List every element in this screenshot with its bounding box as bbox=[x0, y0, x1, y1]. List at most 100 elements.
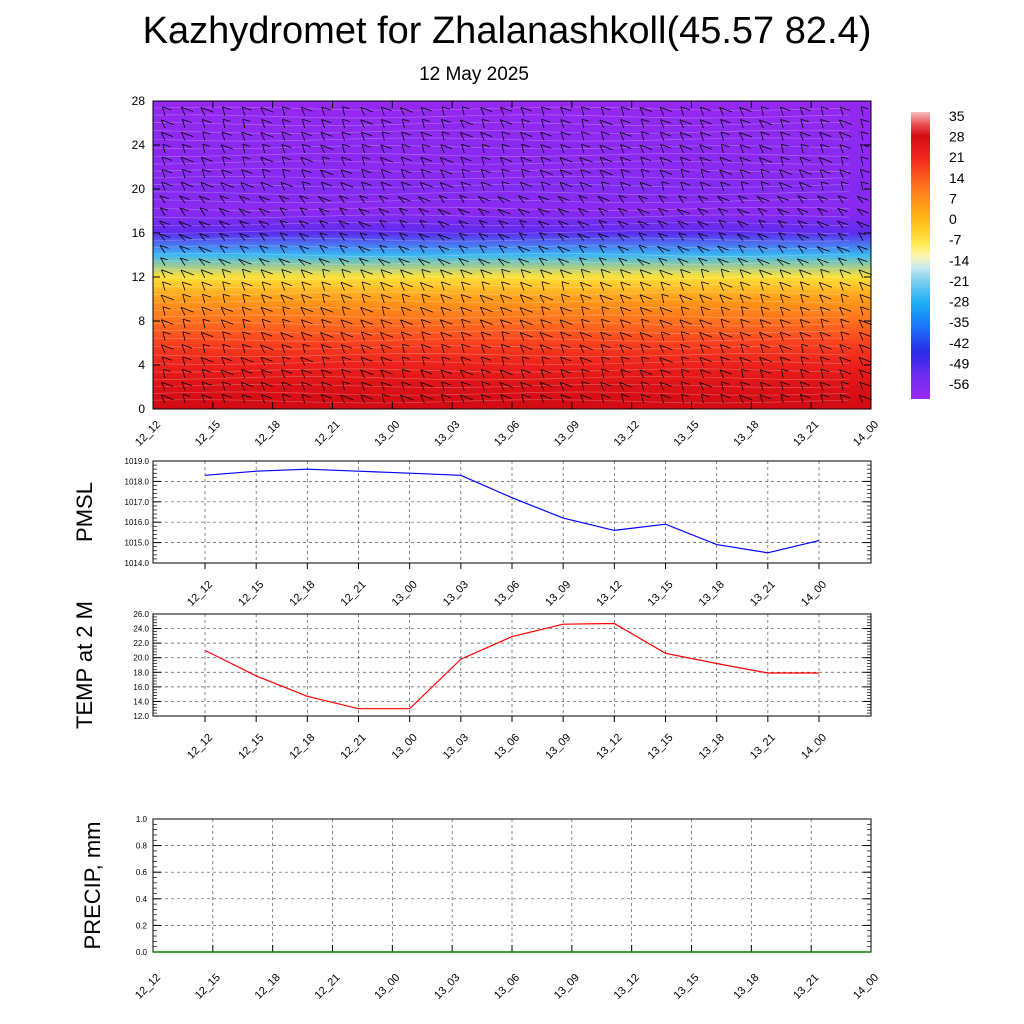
wind-barb-flag bbox=[440, 331, 453, 337]
wind-barb-staff bbox=[617, 220, 625, 229]
wind-barb-staff bbox=[238, 195, 246, 204]
wind-barb-staff bbox=[681, 394, 684, 404]
wind-barb-staff bbox=[441, 106, 445, 116]
wind-barb-flag bbox=[182, 331, 191, 335]
wind-barb-staff bbox=[481, 381, 485, 391]
wind-barb-flag bbox=[440, 269, 453, 275]
wind-barb-flag bbox=[679, 144, 693, 150]
wind-barb-flag bbox=[501, 131, 511, 135]
wind-barb-flag bbox=[359, 232, 368, 236]
wind-barb-staff bbox=[799, 332, 804, 341]
wind-barb-flag bbox=[439, 195, 448, 199]
wind-barb-staff bbox=[320, 307, 325, 316]
wind-barb-flag bbox=[279, 195, 290, 200]
wind-barb-flag bbox=[578, 195, 588, 199]
wind-barb-flag bbox=[618, 195, 627, 199]
wind-barb-staff bbox=[380, 344, 385, 354]
wind-barb-staff bbox=[461, 344, 465, 354]
wind-barb-staff bbox=[740, 181, 744, 191]
wind-barb-flag bbox=[242, 343, 252, 348]
y-tick-label: 0.2 bbox=[136, 921, 148, 930]
y-axis-label: PRECIP, mm bbox=[80, 822, 105, 950]
wind-barb-staff bbox=[759, 269, 764, 279]
wind-barb-flag bbox=[497, 208, 511, 215]
wind-barb-staff bbox=[198, 220, 206, 229]
wind-barb-staff bbox=[320, 169, 325, 179]
wind-barb-staff bbox=[658, 257, 665, 266]
wind-barb-flag bbox=[859, 369, 871, 375]
wind-barb-staff bbox=[819, 294, 824, 304]
wind-barb-flag bbox=[198, 220, 211, 226]
wind-barb-staff bbox=[560, 269, 565, 279]
wind-barb-flag bbox=[819, 131, 832, 137]
y-tick-label: 0.6 bbox=[136, 868, 148, 877]
wind-barb-staff bbox=[480, 369, 485, 379]
wind-barb-staff bbox=[839, 169, 844, 179]
wind-barb-flag bbox=[557, 208, 569, 213]
wind-barb-flag bbox=[580, 394, 592, 399]
wind-barb-staff bbox=[521, 356, 525, 366]
wind-barb-flag bbox=[381, 119, 392, 124]
wind-barb-flag bbox=[182, 119, 192, 123]
wind-barb-staff bbox=[360, 344, 365, 354]
wind-barb-flag bbox=[540, 144, 552, 149]
wind-barb-staff bbox=[477, 196, 485, 204]
wind-barb-flag bbox=[181, 381, 193, 387]
wind-barb-flag bbox=[381, 106, 392, 112]
wind-barb-staff bbox=[780, 156, 784, 166]
wind-barb-staff bbox=[161, 156, 166, 166]
wind-barb-staff bbox=[639, 294, 645, 304]
wind-barb-flag bbox=[321, 181, 332, 187]
wind-barb-staff bbox=[739, 357, 744, 366]
wind-barb-flag bbox=[658, 232, 668, 237]
wind-barb-flag bbox=[639, 294, 653, 300]
wind-barb-staff bbox=[421, 269, 425, 279]
wind-barb-staff bbox=[338, 258, 345, 266]
wind-barb-staff bbox=[439, 182, 445, 191]
wind-barb-flag bbox=[381, 393, 391, 398]
wind-barb-flag bbox=[201, 119, 212, 123]
wind-barb-flag bbox=[799, 169, 812, 175]
wind-barb-staff bbox=[181, 281, 186, 291]
wind-barb-flag bbox=[437, 233, 451, 240]
wind-barb-staff bbox=[440, 294, 445, 304]
wind-barb-staff bbox=[540, 144, 545, 154]
wind-barb-staff bbox=[638, 232, 645, 241]
wind-barb-staff bbox=[419, 282, 425, 291]
wind-barb-flag bbox=[342, 106, 350, 110]
wind-barb-staff bbox=[557, 233, 565, 241]
wind-barb-flag bbox=[720, 356, 731, 361]
panel-frame bbox=[152, 460, 872, 564]
wind-barb-staff bbox=[320, 369, 325, 379]
wind-barb-flag bbox=[481, 169, 492, 174]
wind-barb-staff bbox=[780, 294, 784, 304]
wind-barb-flag bbox=[757, 196, 770, 202]
wind-barb-flag bbox=[558, 220, 569, 225]
contour-line bbox=[152, 229, 850, 234]
wind-barb-flag bbox=[618, 257, 628, 262]
x-tick-label: 13_00 bbox=[372, 419, 402, 449]
wind-barb-staff bbox=[857, 245, 864, 254]
wind-barb-flag bbox=[260, 156, 274, 163]
wind-barb-flag bbox=[418, 208, 430, 213]
contour-line bbox=[152, 291, 850, 296]
wind-barb-flag bbox=[778, 220, 788, 224]
wind-barb-staff bbox=[839, 144, 844, 154]
contour-line bbox=[152, 383, 850, 388]
wind-barb-flag bbox=[302, 181, 311, 185]
y-tick-label: 0.8 bbox=[136, 842, 148, 851]
wind-barb-flag bbox=[799, 131, 811, 137]
wind-barb-flag bbox=[857, 257, 868, 262]
wind-barb-staff bbox=[699, 332, 704, 341]
wind-barb-staff bbox=[640, 169, 645, 179]
wind-barb-flag bbox=[239, 232, 250, 238]
wind-barb-staff bbox=[481, 144, 485, 154]
wind-barb-flag bbox=[858, 357, 872, 363]
wind-barb-staff bbox=[321, 394, 325, 404]
wind-barb-staff bbox=[538, 245, 545, 254]
wind-barb-flag bbox=[521, 168, 531, 173]
wind-barb-flag bbox=[397, 196, 411, 202]
wind-barb-flag bbox=[200, 269, 214, 275]
wind-barb-staff bbox=[760, 131, 764, 141]
wind-barb-flag bbox=[818, 157, 833, 163]
